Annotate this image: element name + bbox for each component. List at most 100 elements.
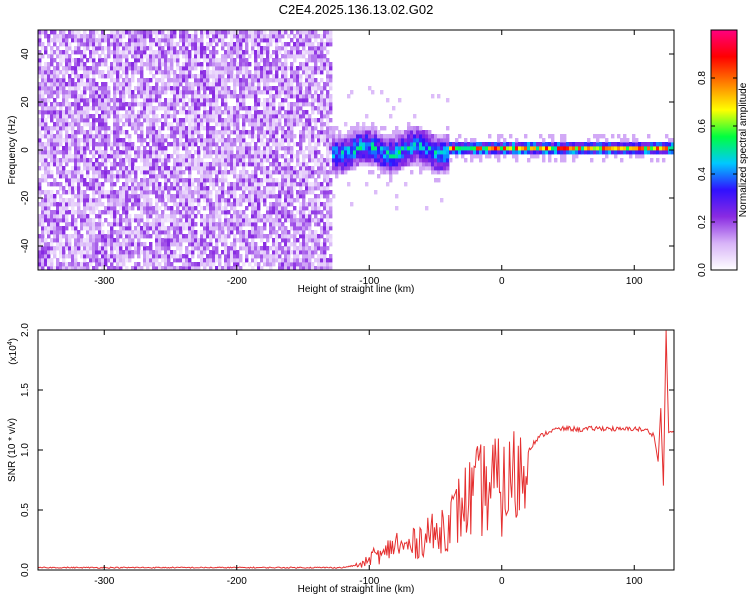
heatmap-cell	[62, 230, 66, 235]
heatmap-cell	[107, 222, 111, 227]
heatmap-cell	[110, 206, 114, 211]
heatmap-cell	[245, 38, 249, 43]
heatmap-cell	[71, 70, 75, 75]
heatmap-cell	[329, 138, 333, 143]
heatmap-cell	[326, 106, 330, 111]
heatmap-cell	[308, 174, 312, 179]
heatmap-cell	[197, 198, 201, 203]
heatmap-cell	[293, 94, 297, 99]
heatmap-cell	[65, 246, 69, 251]
heatmap-cell	[197, 90, 201, 95]
heatmap-cell	[167, 82, 171, 87]
heatmap-cell	[239, 218, 243, 223]
heatmap-cell	[278, 254, 282, 259]
heatmap-cell	[254, 58, 258, 63]
heatmap-cell	[44, 230, 48, 235]
heatmap-cell	[149, 254, 153, 259]
heatmap-cell	[284, 130, 288, 135]
heatmap-cell	[311, 182, 315, 187]
heatmap-cell	[101, 110, 105, 115]
heatmap-cell	[95, 182, 99, 187]
heatmap-cell	[41, 102, 45, 107]
heatmap-cell	[308, 66, 312, 71]
heatmap-cell	[44, 110, 48, 115]
heatmap-cell	[224, 214, 228, 219]
heatmap-cell	[281, 90, 285, 95]
heatmap-cell	[272, 66, 276, 71]
heatmap-cell	[284, 110, 288, 115]
heatmap-cell	[113, 162, 117, 167]
heatmap-cell	[191, 178, 195, 183]
heatmap-cell	[137, 110, 141, 115]
heatmap-cell	[131, 126, 135, 131]
heatmap-cell	[299, 66, 303, 71]
heatmap-cell	[266, 150, 270, 155]
heatmap-cell	[47, 258, 51, 263]
heatmap-cell	[293, 218, 297, 223]
heatmap-cell	[251, 138, 255, 143]
heatmap-cell	[152, 142, 156, 147]
heatmap-cell	[89, 254, 93, 259]
heatmap-cell	[284, 150, 288, 155]
heatmap-cell	[137, 238, 141, 243]
heatmap-cell	[182, 30, 186, 35]
heatmap-cell	[83, 106, 87, 111]
heatmap-cell	[182, 42, 186, 47]
heatmap-cell	[140, 58, 144, 63]
heatmap-cell	[158, 106, 162, 111]
heatmap-cell	[47, 214, 51, 219]
heatmap-cell	[122, 62, 126, 67]
heatmap-cell	[272, 222, 276, 227]
heatmap-cell	[197, 138, 201, 143]
heatmap-cell	[242, 82, 246, 87]
heatmap-cell	[305, 118, 309, 123]
heatmap-cell	[122, 174, 126, 179]
heatmap-cell	[170, 186, 174, 191]
heatmap-cell	[218, 154, 222, 159]
heatmap-cell	[263, 70, 267, 75]
heatmap-cell	[224, 102, 228, 107]
heatmap-cell	[248, 114, 252, 119]
heatmap-cell	[101, 114, 105, 119]
heatmap-cell	[284, 162, 288, 167]
heatmap-cell	[224, 158, 228, 163]
heatmap-cell	[74, 238, 78, 243]
heatmap-cell	[179, 226, 183, 231]
heatmap-cell	[299, 214, 303, 219]
heatmap-cell	[50, 126, 54, 131]
heatmap-cell	[308, 138, 312, 143]
heatmap-cell	[86, 38, 90, 43]
heatmap-cell	[269, 194, 273, 199]
heatmap-cell	[125, 190, 129, 195]
heatmap-cell	[146, 162, 150, 167]
heatmap-cell	[314, 54, 318, 59]
heatmap-cell	[101, 142, 105, 147]
heatmap-cell	[248, 94, 252, 99]
heatmap-cell	[314, 38, 318, 43]
heatmap-cell	[173, 242, 177, 247]
heatmap-cell	[92, 230, 96, 235]
heatmap-cell	[314, 178, 318, 183]
heatmap-cell	[233, 266, 237, 270]
heatmap-cell	[290, 66, 294, 71]
heatmap-cell	[242, 178, 246, 183]
heatmap-cell	[92, 166, 96, 171]
heatmap-cell	[215, 242, 219, 247]
heatmap-cell	[77, 178, 81, 183]
heatmap-cell	[182, 78, 186, 83]
heatmap-cell	[68, 58, 72, 63]
heatmap-cell	[92, 94, 96, 99]
heatmap-cell	[269, 218, 273, 223]
heatmap-cell	[380, 146, 384, 151]
heatmap-cell	[266, 234, 270, 239]
heatmap-cell	[194, 62, 198, 67]
heatmap-cell	[167, 238, 171, 243]
heatmap-cell	[302, 262, 306, 267]
heatmap-cell	[326, 38, 330, 43]
heatmap-cell	[173, 218, 177, 223]
heatmap-cell	[41, 158, 45, 163]
heatmap-cell	[263, 82, 267, 87]
heatmap-cell	[125, 110, 129, 115]
heatmap-cell	[107, 206, 111, 211]
heatmap-cell	[338, 134, 342, 139]
